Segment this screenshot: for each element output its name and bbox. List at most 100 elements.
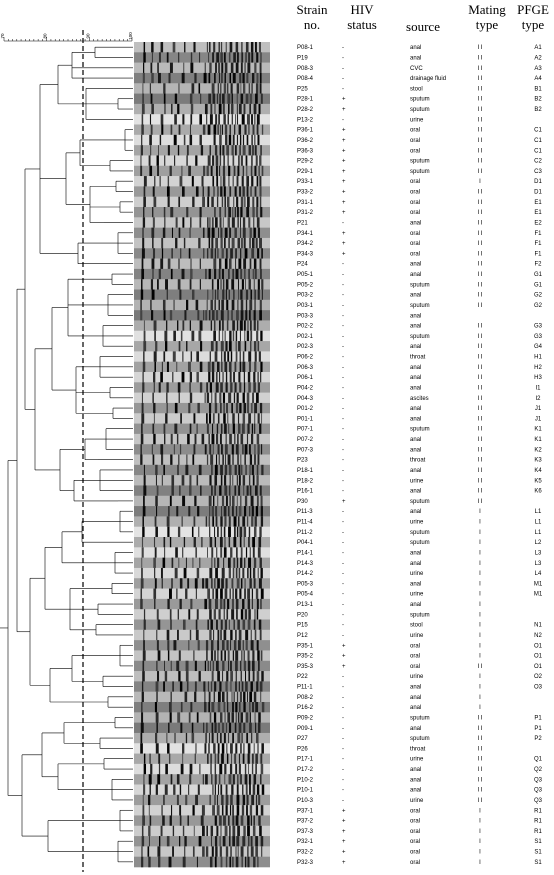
gel-band <box>254 361 257 373</box>
gel-band <box>217 640 219 651</box>
source-cell: oral <box>410 850 420 856</box>
gel-band <box>240 846 244 857</box>
gel-band <box>257 382 261 393</box>
gel-band <box>177 279 181 290</box>
strain-no-cell: P31-1 <box>297 200 314 206</box>
strain-no-cell: P05-4 <box>297 592 314 598</box>
strain-no-cell: P06-1 <box>297 375 314 381</box>
gel-band <box>243 650 245 662</box>
gel-band <box>243 320 246 332</box>
gel-band <box>207 196 210 208</box>
gel-band <box>245 671 247 682</box>
gel-band <box>255 763 257 775</box>
gel-band <box>260 330 263 342</box>
gel-band <box>214 784 216 796</box>
pfge-type-cell: L1 <box>535 509 542 515</box>
gel-band <box>218 227 220 239</box>
gel-band <box>256 114 260 125</box>
gel-band <box>227 557 231 569</box>
pfge-type-cell: G3 <box>534 324 543 330</box>
gel-band <box>240 743 242 754</box>
gel-band <box>223 155 225 167</box>
gel-band <box>188 609 191 620</box>
gel-band <box>224 485 228 497</box>
gel-band <box>259 310 262 321</box>
gel-band <box>232 268 235 280</box>
header-pfge-line2: type <box>521 17 545 32</box>
gel-band <box>243 485 245 497</box>
gel-band <box>163 464 165 476</box>
header-source-line1: source <box>406 19 440 34</box>
table-row: P36-2 + oral I I C1 <box>297 138 542 144</box>
gel-lane-background <box>134 588 270 600</box>
gel-band <box>143 774 145 785</box>
gel-band <box>239 134 242 146</box>
strain-no-cell: P13-2 <box>297 117 314 123</box>
table-row: P13-1- anal I <box>297 602 481 608</box>
gel-band <box>164 660 165 672</box>
gel-band <box>250 320 252 332</box>
mating-type-cell: I I <box>477 726 482 732</box>
gel-band <box>141 691 144 703</box>
gel-band <box>261 279 264 290</box>
gel-band <box>160 825 163 837</box>
gel-lane <box>134 351 270 362</box>
gel-band <box>157 62 159 74</box>
gel-band <box>163 681 165 692</box>
gel-lane-background <box>134 372 270 383</box>
gel-band <box>252 124 255 136</box>
source-cell: anal <box>410 55 421 61</box>
strain-no-cell: P25 <box>297 86 308 92</box>
gel-band <box>247 619 251 631</box>
gel-band <box>211 227 215 239</box>
gel-band <box>142 227 144 239</box>
gel-band <box>252 547 255 558</box>
pfge-type-cell: F1 <box>534 231 542 237</box>
gel-band <box>188 784 190 796</box>
gel-band <box>221 444 223 455</box>
gel-band <box>218 454 220 466</box>
gel-band <box>143 207 145 218</box>
gel-band <box>255 836 258 847</box>
gel-band <box>223 815 226 827</box>
gel-band <box>218 774 221 785</box>
gel-band <box>222 289 225 301</box>
strain-no-cell: P09-1 <box>297 726 314 732</box>
gel-band <box>166 732 168 744</box>
hiv-status-cell: - <box>342 550 344 556</box>
gel-band <box>210 248 214 259</box>
hiv-status-cell: + <box>342 499 346 505</box>
gel-band <box>235 62 239 74</box>
strain-no-cell: P22 <box>297 674 308 680</box>
gel-band <box>171 485 174 497</box>
gel-band <box>222 165 226 177</box>
gel-band <box>218 330 220 342</box>
gel-band <box>207 753 209 765</box>
gel-band <box>251 423 254 435</box>
gel-band <box>214 351 218 362</box>
gel-band <box>247 62 251 74</box>
hiv-status-cell: + <box>342 190 346 196</box>
gel-band <box>258 660 260 672</box>
mating-type-cell: I I <box>477 66 482 72</box>
pfge-type-cell: H3 <box>534 375 542 381</box>
gel-lane-background <box>134 186 270 197</box>
hiv-status-cell: - <box>342 344 344 350</box>
gel-band <box>161 805 163 816</box>
table-row: P05-3- anal I M1 <box>297 581 543 587</box>
gel-band <box>150 299 152 311</box>
gel-lane-background <box>134 836 270 847</box>
gel-band <box>214 402 218 414</box>
gel-band <box>179 289 182 301</box>
gel-band <box>142 526 145 538</box>
gel-band <box>249 464 251 476</box>
header-strain-line1: Strain <box>296 2 328 17</box>
gel-band <box>238 640 241 651</box>
gel-band <box>153 402 156 414</box>
gel-band <box>214 526 216 538</box>
gel-band <box>257 567 259 579</box>
pfge-type-cell: B2 <box>534 97 542 103</box>
gel-band <box>178 454 180 466</box>
gel-band <box>173 134 177 146</box>
pfge-type-cell: O2 <box>534 674 543 680</box>
